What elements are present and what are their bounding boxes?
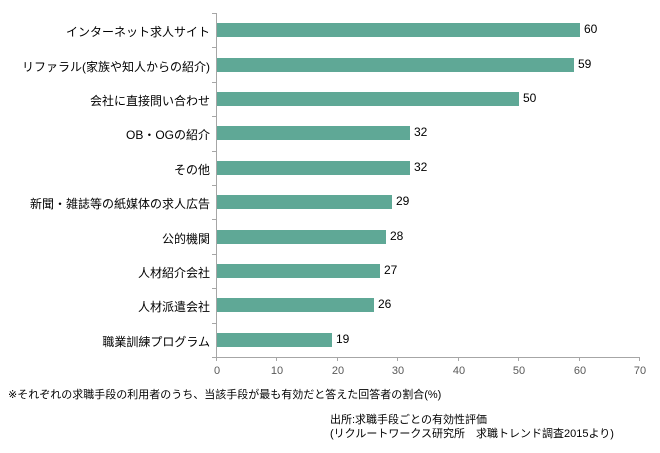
value-label: 32 [414,125,428,140]
value-label: 29 [396,194,410,209]
x-axis-tick-label: 50 [512,365,526,377]
value-label: 59 [578,56,592,71]
y-axis-tick [212,47,216,48]
bar [217,92,519,106]
category-label: その他 [173,162,210,177]
x-axis-tick-label: 0 [213,365,221,377]
value-label: 60 [584,22,598,37]
y-axis-tick [212,254,216,255]
category-label: 人材紹介会社 [137,266,210,280]
category-label: 職業訓練プログラム [102,334,210,349]
y-axis-tick [212,288,216,289]
value-label: 27 [384,263,398,277]
source-line-1: 出所:求職手段ごとの有効性評価 [330,414,487,426]
x-axis-tick-label: 60 [573,365,587,377]
footnote: ※それぞれの求職手段の利用者のうち、当該手段が最も有効だと答えた回答者の割合(%… [8,389,442,401]
y-axis-tick [212,13,216,14]
x-axis-tick [337,357,338,361]
x-axis-tick-label: 40 [452,365,466,377]
value-label: 32 [414,159,428,174]
x-axis-tick [639,357,640,361]
category-label: 人材派遣会社 [137,300,210,315]
x-axis-tick [216,357,217,361]
x-axis-tick [579,357,580,361]
x-axis-tick-label: 30 [391,365,405,377]
x-axis-tick [458,357,459,361]
category-label: 公的機関 [161,231,210,246]
source-line-2: (リクルートワークス研究所 求職トレンド調査2015より) [330,428,614,440]
value-label: 28 [390,228,404,243]
x-axis-tick [518,357,519,361]
bar [217,126,410,141]
category-label: リファラル(家族や知人からの紹介) [22,59,210,74]
x-axis-tick-label: 20 [331,365,345,377]
y-axis-tick [212,116,216,117]
bar [217,229,386,244]
y-axis-tick [212,151,216,152]
bar [217,298,374,313]
bar [217,57,574,72]
category-label: OB・OGの紹介 [125,128,210,143]
y-axis-tick [212,323,216,324]
bar [217,23,580,38]
x-axis-tick-label: 70 [633,365,647,377]
y-axis-line [216,13,217,357]
bar [217,160,410,175]
y-axis-tick [212,185,216,186]
x-axis-tick [397,357,398,361]
bar [217,332,332,347]
y-axis-tick [212,219,216,220]
x-axis-tick-label: 10 [270,365,284,377]
value-label: 26 [378,297,392,312]
bar [217,195,392,210]
x-axis-line [216,357,640,358]
source-attribution: 出所:求職手段ごとの有効性評価 (リクルートワークス研究所 求職トレンド調査20… [330,413,614,441]
bar [217,264,380,278]
y-axis-tick [212,357,216,358]
category-label: 会社に直接問い合わせ [89,94,210,108]
category-label: 新聞・雑誌等の紙媒体の求人広告 [29,197,210,212]
y-axis-tick [212,82,216,83]
x-axis-tick [276,357,277,361]
category-label: インターネット求人サイト [65,25,210,40]
value-label: 50 [523,91,537,105]
value-label: 19 [336,331,350,346]
plot-area: インターネット求人サイト 60 リファラル(家族や知人からの紹介) 59 会社に直接問い… [22,13,646,377]
